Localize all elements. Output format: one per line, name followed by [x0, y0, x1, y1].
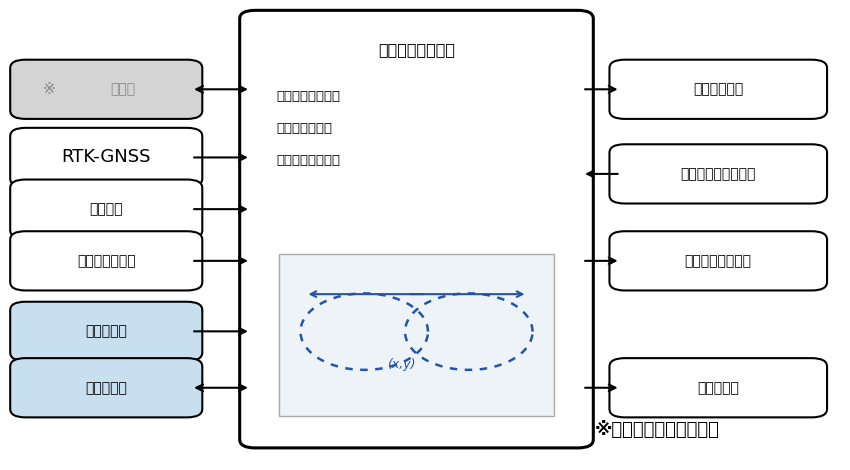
FancyBboxPatch shape — [10, 60, 202, 119]
Text: (x,y): (x,y) — [387, 358, 415, 371]
FancyBboxPatch shape — [609, 358, 827, 417]
Text: アクセル開度: アクセル開度 — [693, 82, 744, 96]
FancyBboxPatch shape — [10, 358, 202, 417]
FancyBboxPatch shape — [10, 128, 202, 187]
Text: 自動運転制御装置: 自動運転制御装置 — [378, 42, 455, 57]
FancyBboxPatch shape — [609, 144, 827, 204]
Text: ※今回、制御に使用せず: ※今回、制御に使用せず — [595, 421, 720, 439]
Text: 信号機情報: 信号機情報 — [85, 381, 128, 395]
FancyBboxPatch shape — [10, 231, 202, 290]
FancyBboxPatch shape — [279, 254, 554, 416]
Text: カメラ: カメラ — [110, 82, 135, 96]
Text: ブレーキ制御装置: ブレーキ制御装置 — [685, 254, 751, 268]
Text: ・走行ルート軌跡: ・走行ルート軌跡 — [276, 90, 340, 103]
Text: RTK-GNSS: RTK-GNSS — [61, 149, 151, 166]
Text: 表示モニタ: 表示モニタ — [697, 381, 740, 395]
FancyBboxPatch shape — [609, 231, 827, 290]
FancyBboxPatch shape — [609, 60, 827, 119]
Text: ・軌跡追従制御: ・軌跡追従制御 — [276, 122, 332, 135]
Text: 操舵アクチュエータ: 操舵アクチュエータ — [681, 167, 756, 181]
FancyBboxPatch shape — [10, 180, 202, 239]
Text: 車速信号: 車速信号 — [89, 202, 123, 216]
Text: ・信号機連携制御: ・信号機連携制御 — [276, 154, 340, 167]
FancyBboxPatch shape — [240, 10, 593, 448]
Text: ジャイロセンサ: ジャイロセンサ — [77, 254, 135, 268]
FancyBboxPatch shape — [10, 302, 202, 361]
Text: ※: ※ — [42, 82, 56, 97]
Text: 磁気センサ: 磁気センサ — [85, 324, 128, 338]
